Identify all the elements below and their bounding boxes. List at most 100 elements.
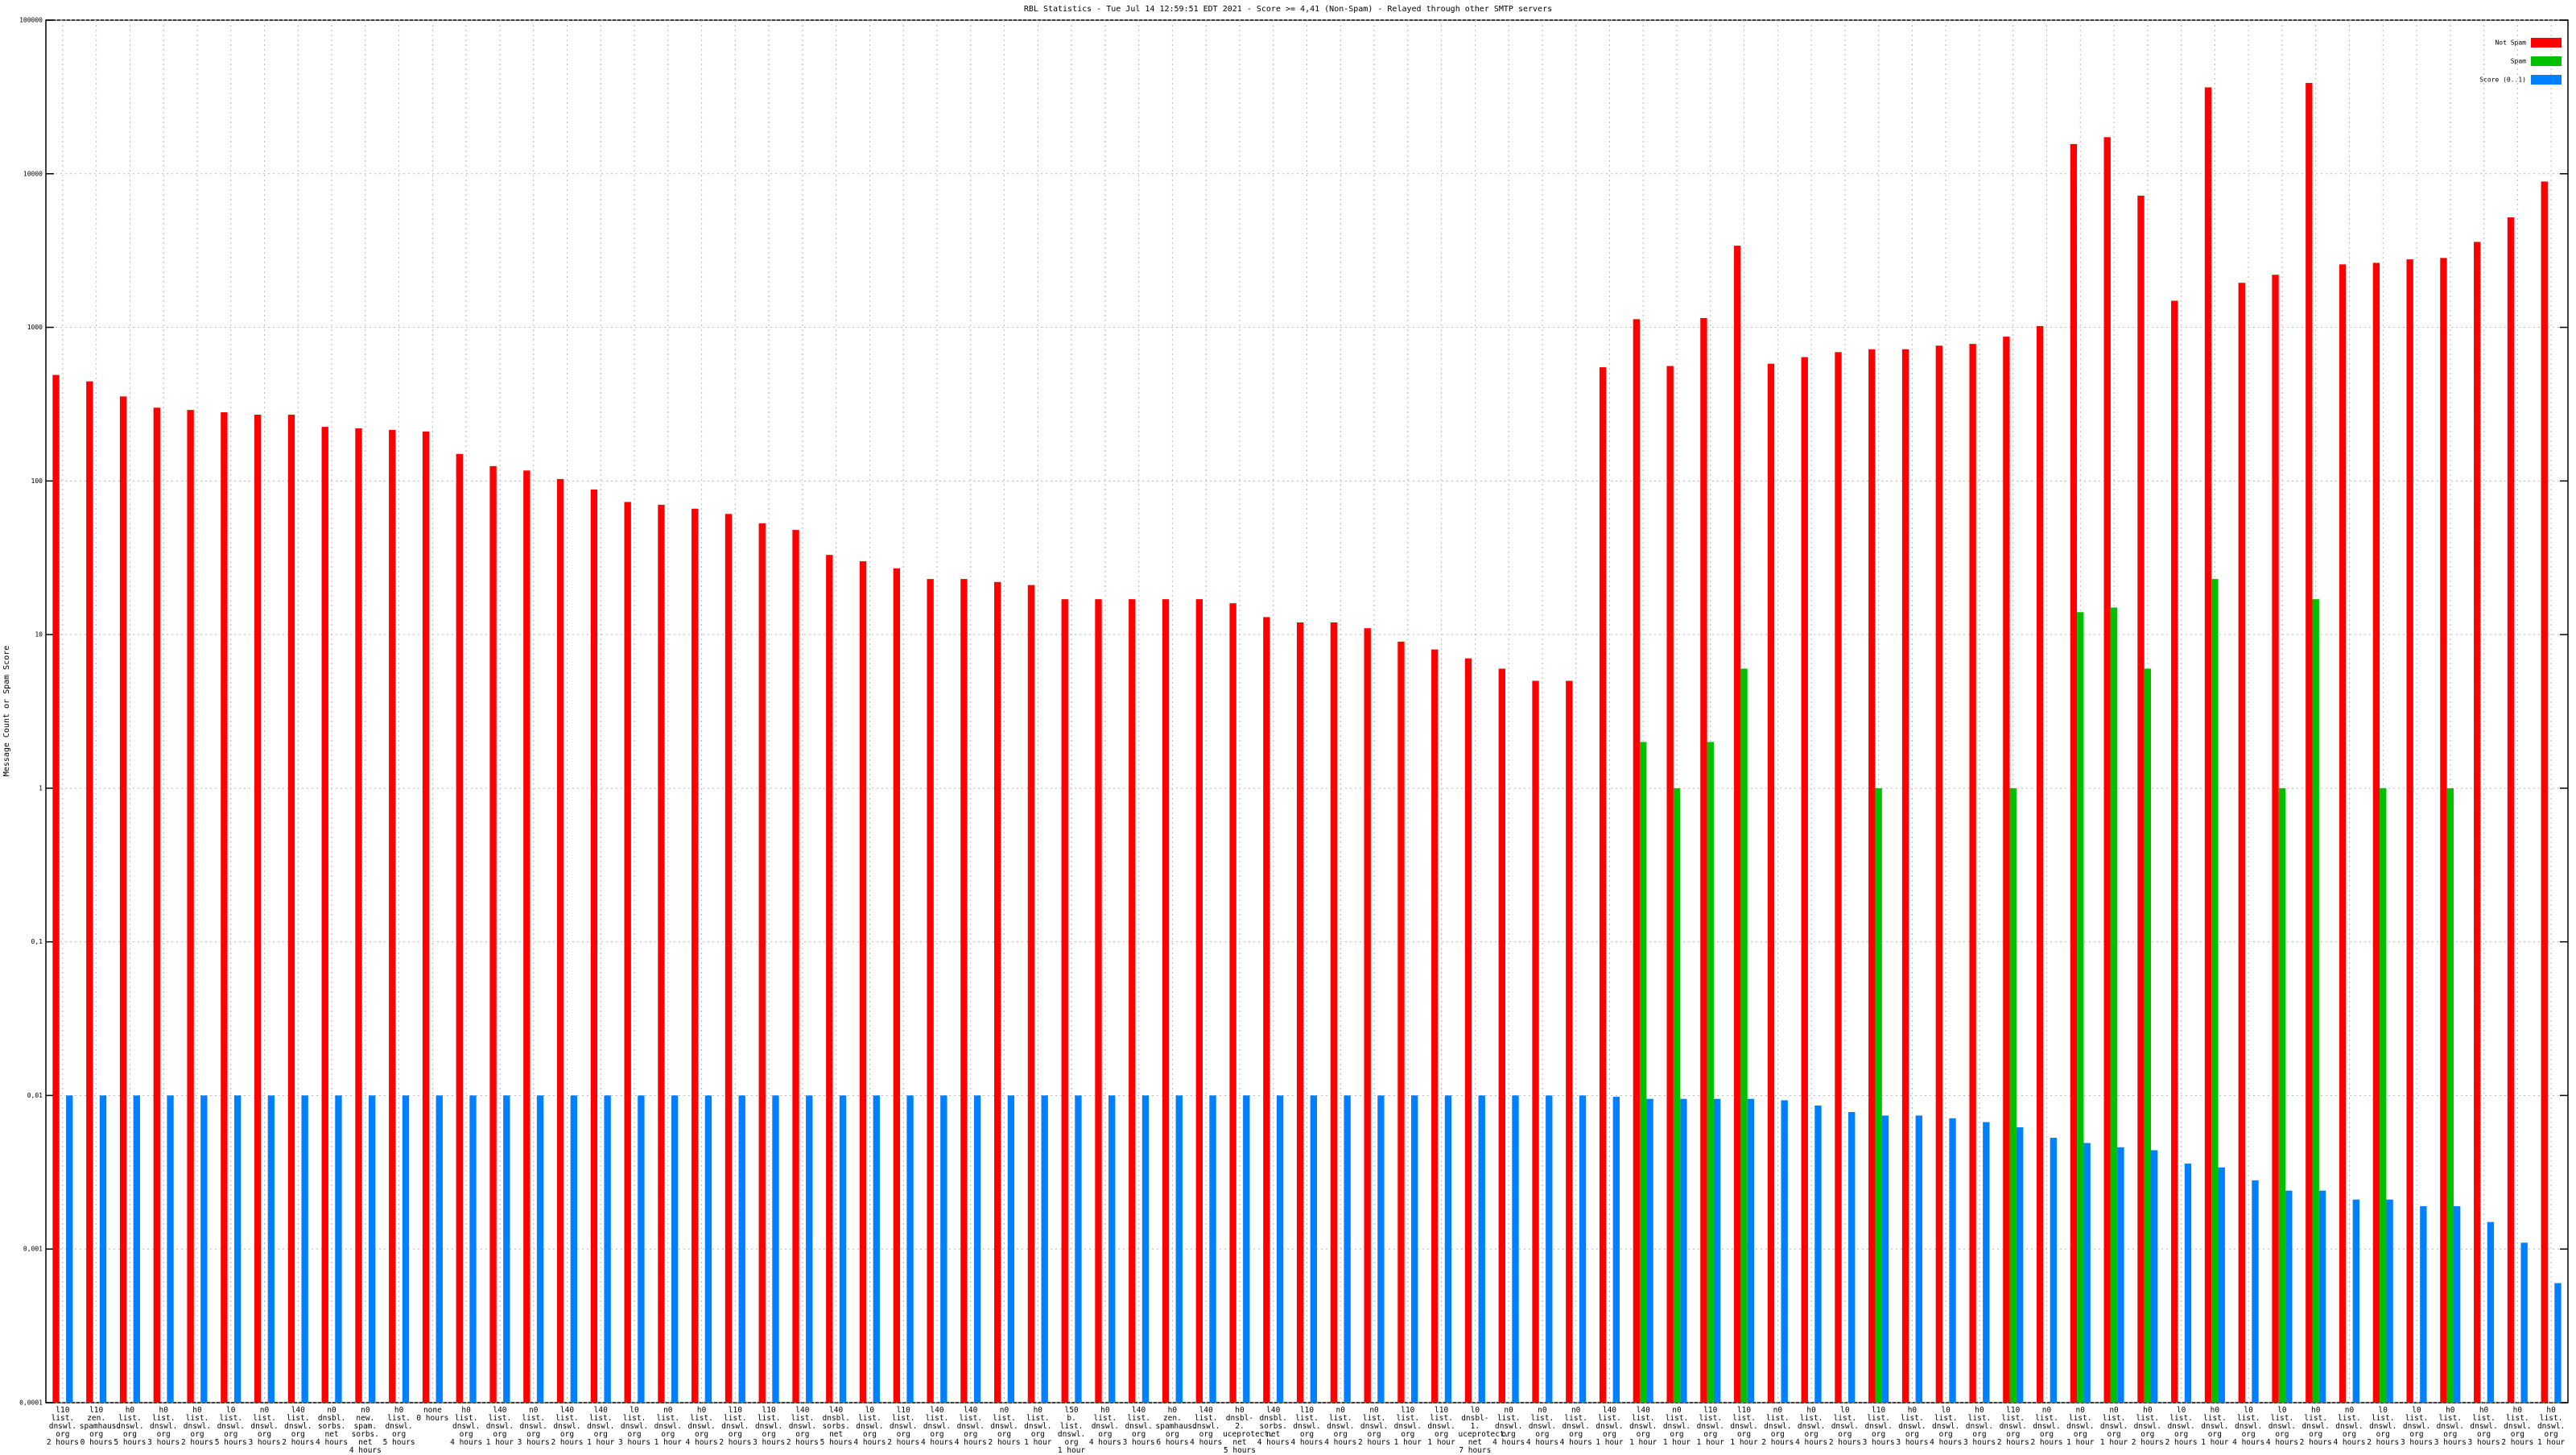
x-tick-label: l40 dnsbl. sorbs. net 4 hours bbox=[1257, 1406, 1290, 1447]
bar bbox=[1108, 1095, 1116, 1403]
bar bbox=[2487, 1221, 2495, 1403]
bar bbox=[2211, 579, 2219, 1403]
bar bbox=[2406, 259, 2413, 1403]
bar bbox=[66, 1095, 73, 1403]
bar bbox=[2077, 612, 2084, 1403]
bar bbox=[389, 429, 396, 1403]
x-tick-label: l10 list. dnswl. org 2 hours bbox=[1996, 1406, 2029, 1447]
bar bbox=[301, 1095, 308, 1403]
bar bbox=[2137, 195, 2145, 1403]
bar bbox=[2083, 1143, 2091, 1403]
bar bbox=[2420, 1206, 2427, 1403]
bar bbox=[2278, 787, 2286, 1403]
bar bbox=[1949, 1118, 1956, 1403]
x-tick-label: n0 list. dnswl. org 3 hours bbox=[248, 1406, 281, 1447]
bar bbox=[1209, 1095, 1216, 1403]
bar bbox=[724, 514, 733, 1403]
bar bbox=[1377, 1095, 1385, 1403]
bar bbox=[1848, 1112, 1856, 1403]
x-tick-label: h0 list. dnswl. org 4 hours bbox=[1795, 1406, 1828, 1447]
bar bbox=[422, 431, 430, 1403]
bar bbox=[1599, 367, 1607, 1403]
x-tick-label: l0 list. dnswl. org 4 hours bbox=[1930, 1406, 1963, 1447]
bar bbox=[1781, 1100, 1788, 1403]
x-tick-label: n0 list. dnswl. org 2 hours bbox=[988, 1406, 1021, 1447]
bar bbox=[1935, 345, 1943, 1403]
bar bbox=[2318, 1190, 2326, 1403]
bar bbox=[1707, 742, 1714, 1403]
y-tick-label: 0,001 bbox=[23, 1246, 43, 1253]
bar bbox=[2312, 599, 2319, 1403]
x-tick-label: l40 list. dnswl. org 4 hours bbox=[920, 1406, 953, 1447]
bar bbox=[2204, 87, 2212, 1403]
x-tick-label: n0 list. dnswl. org 1 hour bbox=[2066, 1406, 2095, 1447]
x-tick-label: l0 list. dnswl. org 2 hours bbox=[2367, 1406, 2400, 1447]
x-tick-label: n0 list. dnswl. org 2 hours bbox=[2030, 1406, 2063, 1447]
bar bbox=[355, 428, 362, 1403]
x-tick-label: l0 list. dnswl. org 4 hours bbox=[2232, 1406, 2265, 1447]
x-tick-label: l10 list. dnswl. org 1 hour bbox=[1393, 1406, 1422, 1447]
bar bbox=[2016, 1127, 2024, 1403]
x-tick-label: l0 list. dnswl. org 5 hours bbox=[214, 1406, 247, 1447]
x-tick-label: l10 list. dnswl. org 1 hour bbox=[1730, 1406, 1758, 1447]
bar bbox=[1075, 1095, 1082, 1403]
bar bbox=[1061, 599, 1068, 1403]
bar bbox=[1868, 349, 1876, 1403]
bar bbox=[233, 1095, 242, 1403]
bar bbox=[1296, 622, 1304, 1403]
bar bbox=[523, 470, 530, 1403]
x-tick-label: l40 list. dnswl. org 1 hour bbox=[587, 1406, 615, 1447]
bar bbox=[503, 1095, 510, 1403]
legend-swatch bbox=[2531, 75, 2562, 85]
x-tick-label: l10 list. dnswl. org 3 hours bbox=[1862, 1406, 1895, 1447]
bar bbox=[2446, 787, 2454, 1403]
bar bbox=[570, 1095, 578, 1403]
bar bbox=[1276, 1095, 1284, 1403]
bar bbox=[1397, 641, 1405, 1403]
bar bbox=[826, 555, 833, 1403]
bar bbox=[2453, 1206, 2461, 1403]
bar bbox=[906, 1095, 914, 1403]
legend-label: Score (0..1) bbox=[2479, 76, 2526, 84]
bar bbox=[1680, 1098, 1687, 1403]
bar bbox=[1464, 658, 1472, 1403]
x-tick-label: h0 list. dnswl. org 2 hours bbox=[2299, 1406, 2332, 1447]
x-tick-label: h0 list. dnswl. org 3 hours bbox=[1896, 1406, 1929, 1447]
bar bbox=[1740, 668, 1748, 1403]
bar bbox=[1007, 1095, 1015, 1403]
bar bbox=[52, 374, 60, 1403]
bar bbox=[2380, 787, 2387, 1403]
bar bbox=[2003, 337, 2010, 1403]
bar bbox=[2372, 262, 2380, 1403]
bar bbox=[1875, 787, 1882, 1403]
bar bbox=[2386, 1199, 2393, 1403]
bar bbox=[2238, 283, 2245, 1403]
bar bbox=[1901, 349, 1909, 1403]
bar bbox=[658, 504, 665, 1403]
x-tick-label: h0 list. dnswl. org 3 hours bbox=[147, 1406, 180, 1447]
bar bbox=[994, 581, 1001, 1403]
y-tick-label: 100000 bbox=[19, 17, 43, 24]
x-tick-label: l0 list. dnswl. org 4 hours bbox=[2265, 1406, 2298, 1447]
legend-swatch bbox=[2531, 38, 2562, 48]
bar bbox=[1566, 680, 1573, 1403]
x-tick-label: h0 list. dnswl. org 3 hours bbox=[2467, 1406, 2500, 1447]
x-tick-label: h0 list. dnswl. org 5 hours bbox=[114, 1406, 147, 1447]
bar bbox=[973, 1095, 981, 1403]
x-tick-label: l10 list. dnswl. org 1 hour bbox=[1696, 1406, 1724, 1447]
bar bbox=[86, 381, 93, 1403]
bar bbox=[1633, 319, 1641, 1403]
x-tick-label: h0 list. dnswl. org 3 hours bbox=[1963, 1406, 1996, 1447]
bar bbox=[2520, 1242, 2528, 1403]
bar bbox=[1162, 599, 1170, 1403]
x-tick-label: l0 list. dnswl. org 2 hours bbox=[2165, 1406, 2198, 1447]
x-tick-label: h0 list. dnswl. org 5 hours bbox=[382, 1406, 415, 1447]
bar bbox=[1546, 1095, 1553, 1403]
y-tick-label: 0,01 bbox=[27, 1092, 43, 1099]
x-tick-label: n0 list. dnswl. org 4 hours bbox=[1525, 1406, 1558, 1447]
bar bbox=[960, 579, 968, 1403]
bar bbox=[1700, 317, 1707, 1403]
bar bbox=[153, 407, 161, 1403]
bar bbox=[1612, 1097, 1620, 1403]
